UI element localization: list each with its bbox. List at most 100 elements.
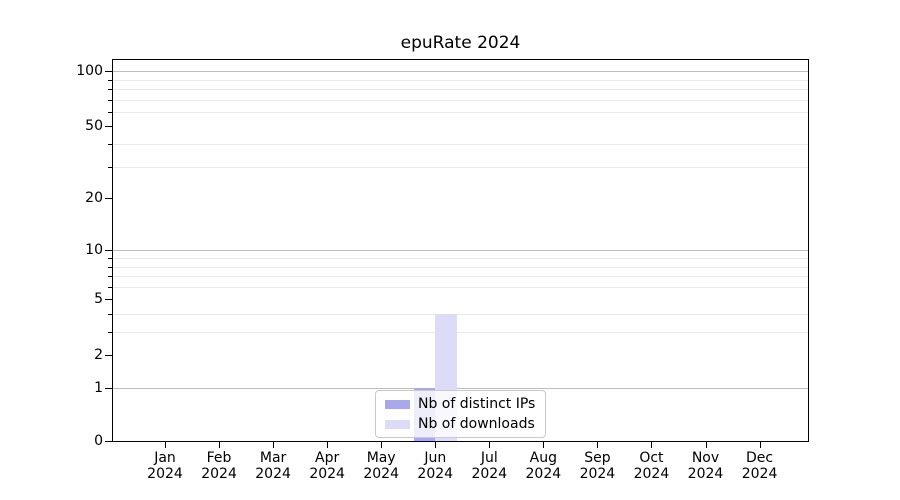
x-tick-label-month: Sep bbox=[584, 450, 611, 466]
x-tick-label: Nov 2024 bbox=[678, 450, 734, 482]
y-gridline-minor bbox=[113, 286, 808, 288]
legend-item-downloads: Nb of downloads bbox=[385, 415, 535, 433]
y-gridline-minor bbox=[113, 99, 808, 101]
x-tick-label-year: 2024 bbox=[255, 466, 291, 482]
chart-title: epuRate 2024 bbox=[400, 33, 521, 53]
y-tick-label: 50 bbox=[85, 118, 103, 135]
x-tick bbox=[651, 442, 653, 448]
x-tick bbox=[435, 442, 437, 448]
x-tick-label-month: Nov bbox=[691, 450, 720, 466]
y-tick-minor bbox=[108, 79, 112, 81]
y-tick-minor bbox=[108, 313, 112, 315]
y-tick-label: 100 bbox=[76, 63, 103, 80]
x-tick-label-month: Oct bbox=[639, 450, 664, 466]
x-tick-label-month: Mar bbox=[259, 450, 287, 466]
y-tick bbox=[105, 441, 112, 442]
y-tick-minor bbox=[108, 258, 112, 259]
legend: Nb of distinct IPs Nb of downloads bbox=[375, 390, 547, 438]
x-tick-label-month: Jun bbox=[424, 450, 447, 466]
x-tick-label-month: Apr bbox=[315, 450, 340, 466]
x-tick-label-year: 2024 bbox=[363, 466, 399, 482]
x-tick-label: Jun 2024 bbox=[407, 450, 463, 482]
x-tick bbox=[597, 442, 599, 448]
y-tick bbox=[105, 250, 112, 252]
y-tick bbox=[105, 355, 112, 357]
x-tick-label: Oct 2024 bbox=[623, 450, 679, 482]
x-tick-label-month: Dec bbox=[746, 450, 774, 466]
x-tick bbox=[543, 442, 545, 448]
y-tick-minor bbox=[108, 166, 112, 168]
plot-area: Nb of distinct IPs Nb of downloads bbox=[112, 59, 809, 442]
x-tick-label: Dec 2024 bbox=[732, 450, 788, 482]
y-tick-minor bbox=[108, 89, 112, 91]
legend-swatch-downloads bbox=[385, 419, 410, 429]
x-tick bbox=[759, 442, 761, 448]
y-tick bbox=[105, 126, 112, 128]
y-gridline-minor bbox=[113, 276, 808, 278]
x-tick bbox=[219, 442, 221, 448]
x-tick-label: Sep 2024 bbox=[569, 450, 625, 482]
x-tick bbox=[273, 442, 275, 448]
y-gridline-minor bbox=[113, 266, 808, 268]
x-tick-label: Jul 2024 bbox=[461, 450, 517, 482]
x-tick bbox=[165, 442, 166, 448]
x-tick bbox=[705, 442, 707, 448]
legend-item-distinct-ips: Nb of distinct IPs bbox=[385, 395, 535, 413]
y-gridline-minor bbox=[113, 258, 808, 259]
x-tick bbox=[327, 442, 329, 448]
chart-layers bbox=[113, 60, 808, 441]
x-tick-label: Jan 2024 bbox=[137, 450, 193, 482]
y-gridline-minor bbox=[113, 144, 808, 146]
x-tick-label-year: 2024 bbox=[309, 466, 345, 482]
y-gridline-minor bbox=[113, 166, 808, 168]
y-tick-label: 10 bbox=[85, 242, 103, 259]
x-tick-label-year: 2024 bbox=[201, 466, 237, 482]
x-tick-label-month: May bbox=[366, 450, 396, 466]
y-tick-label: 1 bbox=[94, 380, 103, 396]
y-gridline-minor bbox=[113, 111, 808, 113]
y-tick-label: 20 bbox=[85, 190, 103, 207]
y-tick-minor bbox=[108, 266, 112, 268]
y-gridline-minor bbox=[113, 332, 808, 334]
x-tick-label-month: Aug bbox=[529, 450, 558, 466]
y-gridline-minor bbox=[113, 313, 808, 315]
y-tick-minor bbox=[108, 99, 112, 101]
y-tick bbox=[105, 388, 112, 389]
y-tick-minor bbox=[108, 111, 112, 113]
x-tick-label-month: Jan bbox=[154, 450, 176, 466]
y-tick-label: 0 bbox=[94, 433, 103, 449]
x-tick-label-year: 2024 bbox=[471, 466, 508, 482]
y-gridline-major bbox=[113, 388, 808, 389]
y-tick-minor bbox=[108, 276, 112, 278]
x-tick-label: Mar 2024 bbox=[245, 450, 301, 482]
x-tick-label-month: Jul bbox=[480, 450, 498, 466]
y-tick bbox=[105, 299, 112, 301]
y-gridline-minor bbox=[113, 89, 808, 91]
y-tick bbox=[105, 71, 112, 73]
y-tick bbox=[105, 198, 112, 200]
x-tick-label: Aug 2024 bbox=[515, 450, 571, 482]
y-tick-minor bbox=[108, 286, 112, 288]
x-tick-label: May 2024 bbox=[353, 450, 409, 482]
y-tick-label: 5 bbox=[94, 291, 103, 308]
y-gridline-minor bbox=[113, 79, 808, 81]
y-tick-minor bbox=[108, 332, 112, 334]
y-tick-minor bbox=[108, 144, 112, 146]
x-tick bbox=[381, 442, 383, 448]
y-gridline-major bbox=[113, 71, 808, 73]
y-tick-label: 2 bbox=[94, 347, 103, 364]
x-tick-label-year: 2024 bbox=[633, 466, 670, 482]
x-tick-label-year: 2024 bbox=[525, 466, 562, 482]
legend-label-distinct-ips: Nb of distinct IPs bbox=[418, 396, 536, 412]
legend-label-downloads: Nb of downloads bbox=[418, 416, 535, 432]
x-tick bbox=[489, 442, 491, 448]
x-tick-label-year: 2024 bbox=[579, 466, 616, 482]
x-tick-label: Apr 2024 bbox=[299, 450, 355, 482]
y-gridline-major bbox=[113, 250, 808, 252]
x-tick-label-year: 2024 bbox=[147, 466, 183, 482]
x-tick-label: Feb 2024 bbox=[191, 450, 247, 482]
legend-swatch-distinct-ips bbox=[385, 399, 410, 409]
x-tick-label-month: Feb bbox=[206, 450, 232, 466]
x-tick-label-year: 2024 bbox=[417, 466, 454, 482]
